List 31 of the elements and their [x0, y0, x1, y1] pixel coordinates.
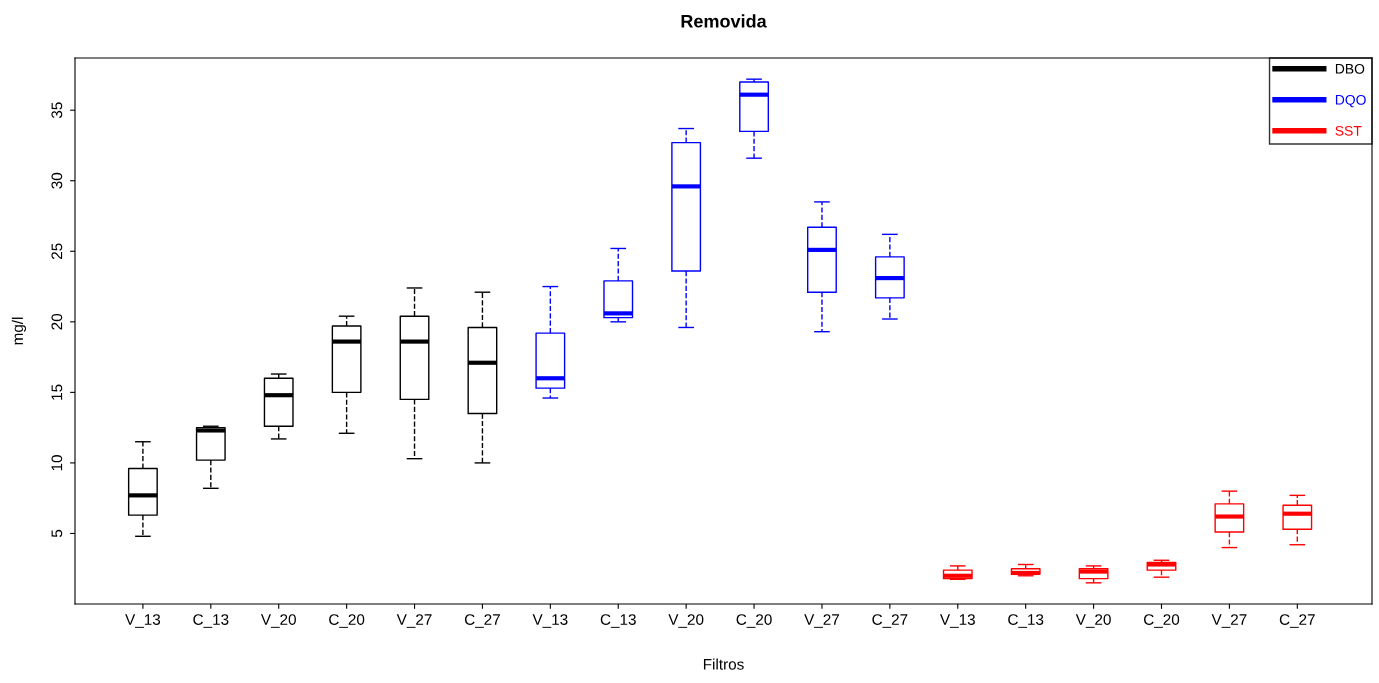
legend-label: SST	[1335, 125, 1362, 136]
x-tick-label: C_20	[329, 614, 365, 628]
x-tick-label: C_13	[193, 614, 229, 628]
x-tick-label: V_27	[396, 614, 432, 628]
x-tick-label: V_13	[940, 614, 975, 628]
y-tick-label: 10	[51, 455, 63, 471]
x-tick-label: V_27	[804, 614, 840, 628]
x-tick-label: C_13	[600, 614, 636, 628]
x-tick-label: V_27	[1211, 614, 1247, 628]
x-tick-label: C_13	[1008, 614, 1044, 628]
x-tick-label: V_13	[532, 614, 568, 628]
y-tick-label: 5	[51, 529, 63, 538]
y-axis-title: mg/l	[11, 317, 27, 345]
y-tick-label: 25	[51, 243, 63, 260]
y-tick-label: 20	[51, 313, 63, 330]
legend-label: DBO	[1335, 63, 1365, 74]
x-tick-label: V_13	[125, 614, 161, 628]
x-axis-title: Filtros	[703, 658, 744, 670]
y-tick-label: 35	[51, 102, 63, 119]
chart-title: Removida	[681, 14, 767, 28]
x-tick-label: C_27	[872, 614, 908, 628]
y-tick-label: 15	[51, 384, 63, 400]
x-tick-label: V_20	[668, 614, 704, 628]
x-tick-label: V_20	[1075, 614, 1111, 628]
x-tick-label: C_27	[1279, 614, 1315, 628]
legend-label: DQO	[1335, 94, 1366, 108]
x-tick-label: C_27	[464, 614, 500, 628]
x-tick-label: C_20	[736, 614, 772, 628]
y-tick-label: 30	[51, 172, 63, 189]
x-tick-label: C_20	[1144, 614, 1180, 628]
x-tick-label: V_20	[260, 614, 296, 628]
